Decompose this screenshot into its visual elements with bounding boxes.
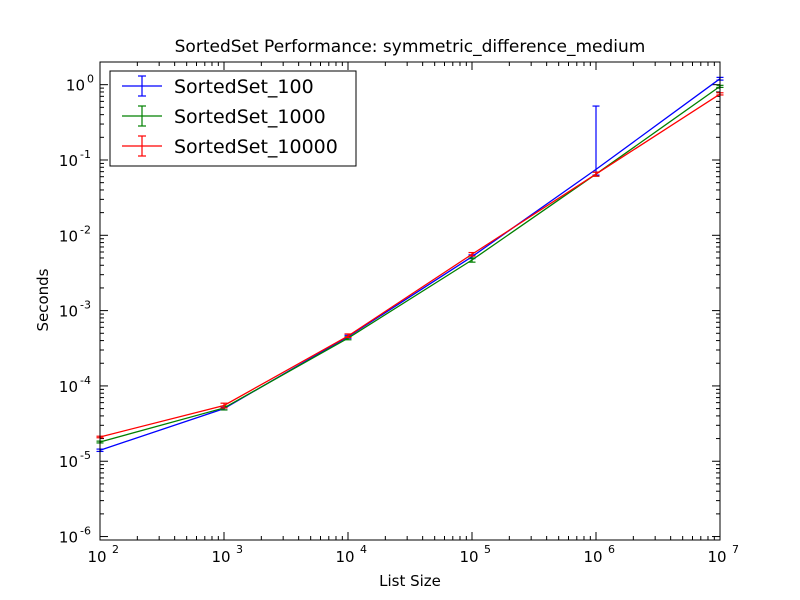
chart-title: SortedSet Performance: symmetric_differe… [175, 37, 646, 57]
y-tick-label: 10 [59, 378, 78, 396]
plot-frame [99, 61, 721, 541]
legend-label-3: SortedSet_10000 [174, 136, 338, 158]
x-tick-label-exponent: 3 [236, 543, 243, 556]
y-tick-label: 10 [66, 77, 85, 95]
legend-label-2: SortedSet_1000 [174, 106, 326, 128]
y-tick-label-exponent: -6 [80, 525, 91, 538]
y-tick-label: 10 [59, 529, 78, 547]
y-tick-label: 10 [59, 453, 78, 471]
x-tick-label: 10 [459, 548, 478, 566]
series-line-2 [99, 85, 721, 443]
x-axis-label: List Size [379, 572, 441, 590]
y-tick-label-exponent: -1 [80, 148, 91, 161]
y-tick-label-exponent: -5 [80, 449, 91, 462]
y-tick-label-exponent: -3 [80, 299, 91, 312]
x-tick-label-exponent: 2 [112, 543, 119, 556]
x-tick-label: 10 [583, 548, 602, 566]
x-tick-label: 10 [707, 548, 726, 566]
legend: SortedSet_100 SortedSet_1000 SortedSet_100… [109, 70, 357, 167]
x-tick-label: 10 [335, 548, 354, 566]
y-tick-label-exponent: -4 [80, 374, 91, 387]
y-tick-label: 10 [59, 152, 78, 170]
legend-box [109, 70, 357, 167]
series-line-1 [99, 78, 721, 451]
y-tick-label-exponent: -2 [80, 223, 91, 236]
y-tick-label: 10 [59, 303, 78, 321]
x-tick-label-exponent: 5 [484, 543, 491, 556]
x-tick-label: 10 [87, 548, 106, 566]
legend-label-1: SortedSet_100 [174, 76, 314, 98]
y-tick-label: 10 [59, 227, 78, 245]
x-tick-label: 10 [211, 548, 230, 566]
series-line-3 [99, 93, 721, 438]
plot-area: 10 2 10 3 10 4 10 5 10 6 10 710 -610 -510 -410 -310 -210… [59, 61, 739, 566]
x-tick-label-exponent: 7 [732, 543, 739, 556]
y-axis-label: Seconds [34, 268, 52, 331]
y-tick-label-exponent: 0 [87, 73, 94, 86]
x-tick-label-exponent: 4 [360, 543, 367, 556]
x-tick-label-exponent: 6 [608, 543, 615, 556]
